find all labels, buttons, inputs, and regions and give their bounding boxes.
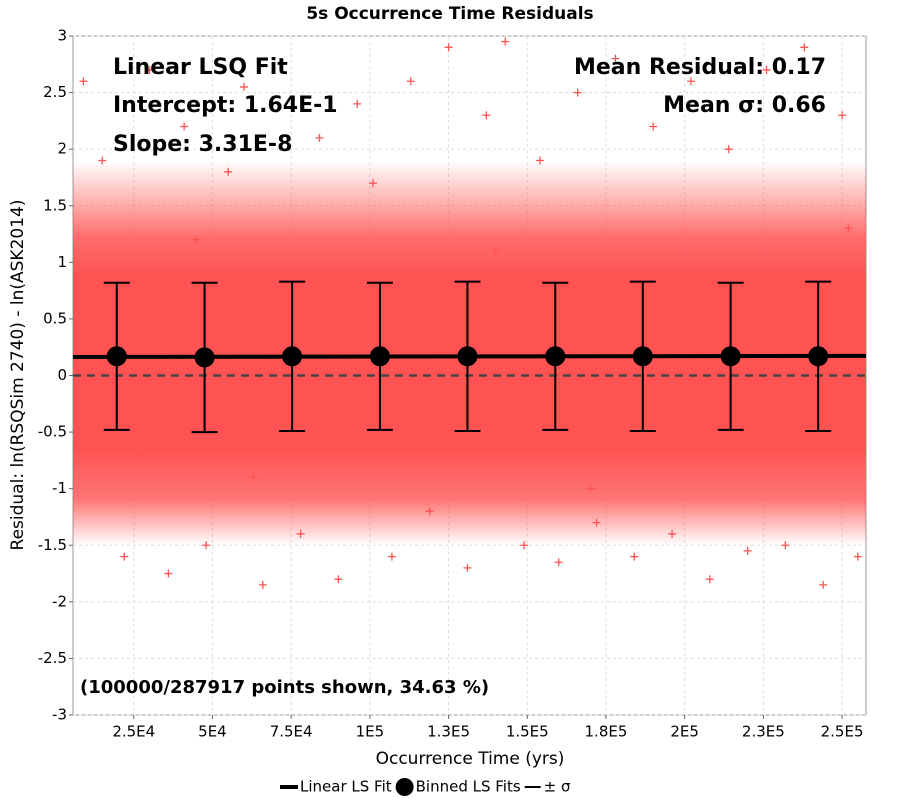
bin-point [282, 346, 303, 367]
bin-point [106, 346, 127, 367]
scatter-point [535, 156, 544, 165]
scatter-point [277, 60, 286, 69]
scatter-point [762, 65, 771, 74]
legend-label: Linear LS Fit [300, 778, 392, 796]
scatter-point [258, 580, 267, 589]
scatter-point [630, 552, 639, 561]
scatter-point [202, 541, 211, 550]
scatter-point [586, 484, 595, 493]
bin-point [194, 347, 215, 368]
scatter-point [800, 43, 809, 52]
bin-point [457, 346, 478, 367]
scatter-point [224, 167, 233, 176]
scatter-point [705, 575, 714, 584]
y-tick-label: 0 [57, 366, 67, 384]
scatter-point [79, 77, 88, 86]
scatter-point [844, 224, 853, 233]
scatter-point [680, 280, 689, 289]
x-tick-label: 2.5E4 [112, 723, 155, 741]
annotation: Mean σ: 0.66 [663, 93, 826, 118]
scatter-point [315, 133, 324, 142]
bin-point [369, 346, 390, 367]
y-tick-label: -2.5 [38, 649, 67, 667]
y-tick-label: 1.5 [43, 196, 67, 214]
scatter-point [482, 111, 491, 120]
scatter-point [328, 303, 337, 312]
scatter-point [387, 552, 396, 561]
bin-point [545, 346, 566, 367]
scatter-point [406, 77, 415, 86]
scatter-point [120, 552, 129, 561]
y-tick-label: 0.5 [43, 309, 67, 327]
scatter-point [88, 269, 97, 278]
scatter-point [249, 473, 258, 482]
x-tick-label: 1E5 [356, 723, 385, 741]
y-tick-label: -3 [52, 706, 67, 724]
x-tick-label: 2.5E5 [821, 723, 864, 741]
x-axis-label: Occurrence Time (yrs) [376, 749, 565, 769]
x-tick-label: 1.3E5 [427, 723, 470, 741]
bin-point [720, 346, 741, 367]
x-tick-label: 5E4 [198, 723, 227, 741]
scatter-point [501, 37, 510, 46]
x-tick-label: 2E5 [670, 723, 699, 741]
scatter-point [775, 439, 784, 448]
scatter-point [592, 518, 601, 527]
scatter-point [838, 111, 847, 120]
y-tick-label: 3 [57, 27, 67, 45]
x-tick-label: 1.5E5 [506, 723, 549, 741]
scatter-point [397, 416, 406, 425]
annotation: Mean Residual: 0.17 [574, 55, 826, 80]
scatter-point [853, 552, 862, 561]
chart-title: 5s Occurrence Time Residuals [306, 4, 593, 24]
scatter-point [334, 575, 343, 584]
legend-label: Binned LS Fits [416, 778, 521, 796]
scatter-point [425, 507, 434, 516]
scatter-point [491, 247, 500, 256]
annotation: Linear LSQ Fit [113, 55, 288, 80]
bin-point [808, 346, 829, 367]
scatter-point [554, 558, 563, 567]
scatter-point [145, 65, 154, 74]
annotation: Slope: 3.31E-8 [113, 132, 292, 157]
scatter-point [743, 546, 752, 555]
legend-label: ± σ [544, 778, 571, 796]
scatter-point [369, 179, 378, 188]
scatter-point [239, 82, 248, 91]
y-tick-label: -2 [52, 592, 67, 610]
scatter-point [781, 541, 790, 550]
annotation: (100000/287917 points shown, 34.63 %) [80, 677, 489, 698]
scatter-point [132, 450, 141, 459]
scatter-point [573, 88, 582, 97]
y-tick-label: 2 [57, 140, 67, 158]
scatter-point [192, 235, 201, 244]
scatter-point [819, 580, 828, 589]
scatter-point [98, 156, 107, 165]
scatter-point [724, 145, 733, 154]
y-tick-label: -1.5 [38, 536, 67, 554]
x-tick-label: 1.8E5 [585, 723, 628, 741]
scatter-point [463, 563, 472, 572]
y-axis-label: Residual: ln(RSQSim 2740) - ln(ASK2014) [8, 200, 28, 551]
scatter-point [164, 569, 173, 578]
x-tick-label: 7.5E4 [270, 723, 313, 741]
y-tick-label: -0.5 [38, 423, 67, 441]
y-tick-label: 2.5 [43, 83, 67, 101]
scatter-point [444, 43, 453, 52]
scatter-point [668, 529, 677, 538]
y-tick-label: -1 [52, 479, 67, 497]
scatter-point [649, 122, 658, 131]
y-tick-label: 1 [57, 253, 67, 271]
bin-point [632, 346, 653, 367]
scatter-point [520, 541, 529, 550]
scatter-point [686, 77, 695, 86]
scatter-point [296, 529, 305, 538]
x-tick-label: 2.3E5 [742, 723, 785, 741]
scatter-point [353, 99, 362, 108]
legend-symbol [395, 778, 414, 796]
scatter-point [611, 54, 620, 63]
annotation: Intercept: 1.64E-1 [113, 93, 338, 118]
scatter-point [180, 122, 189, 131]
